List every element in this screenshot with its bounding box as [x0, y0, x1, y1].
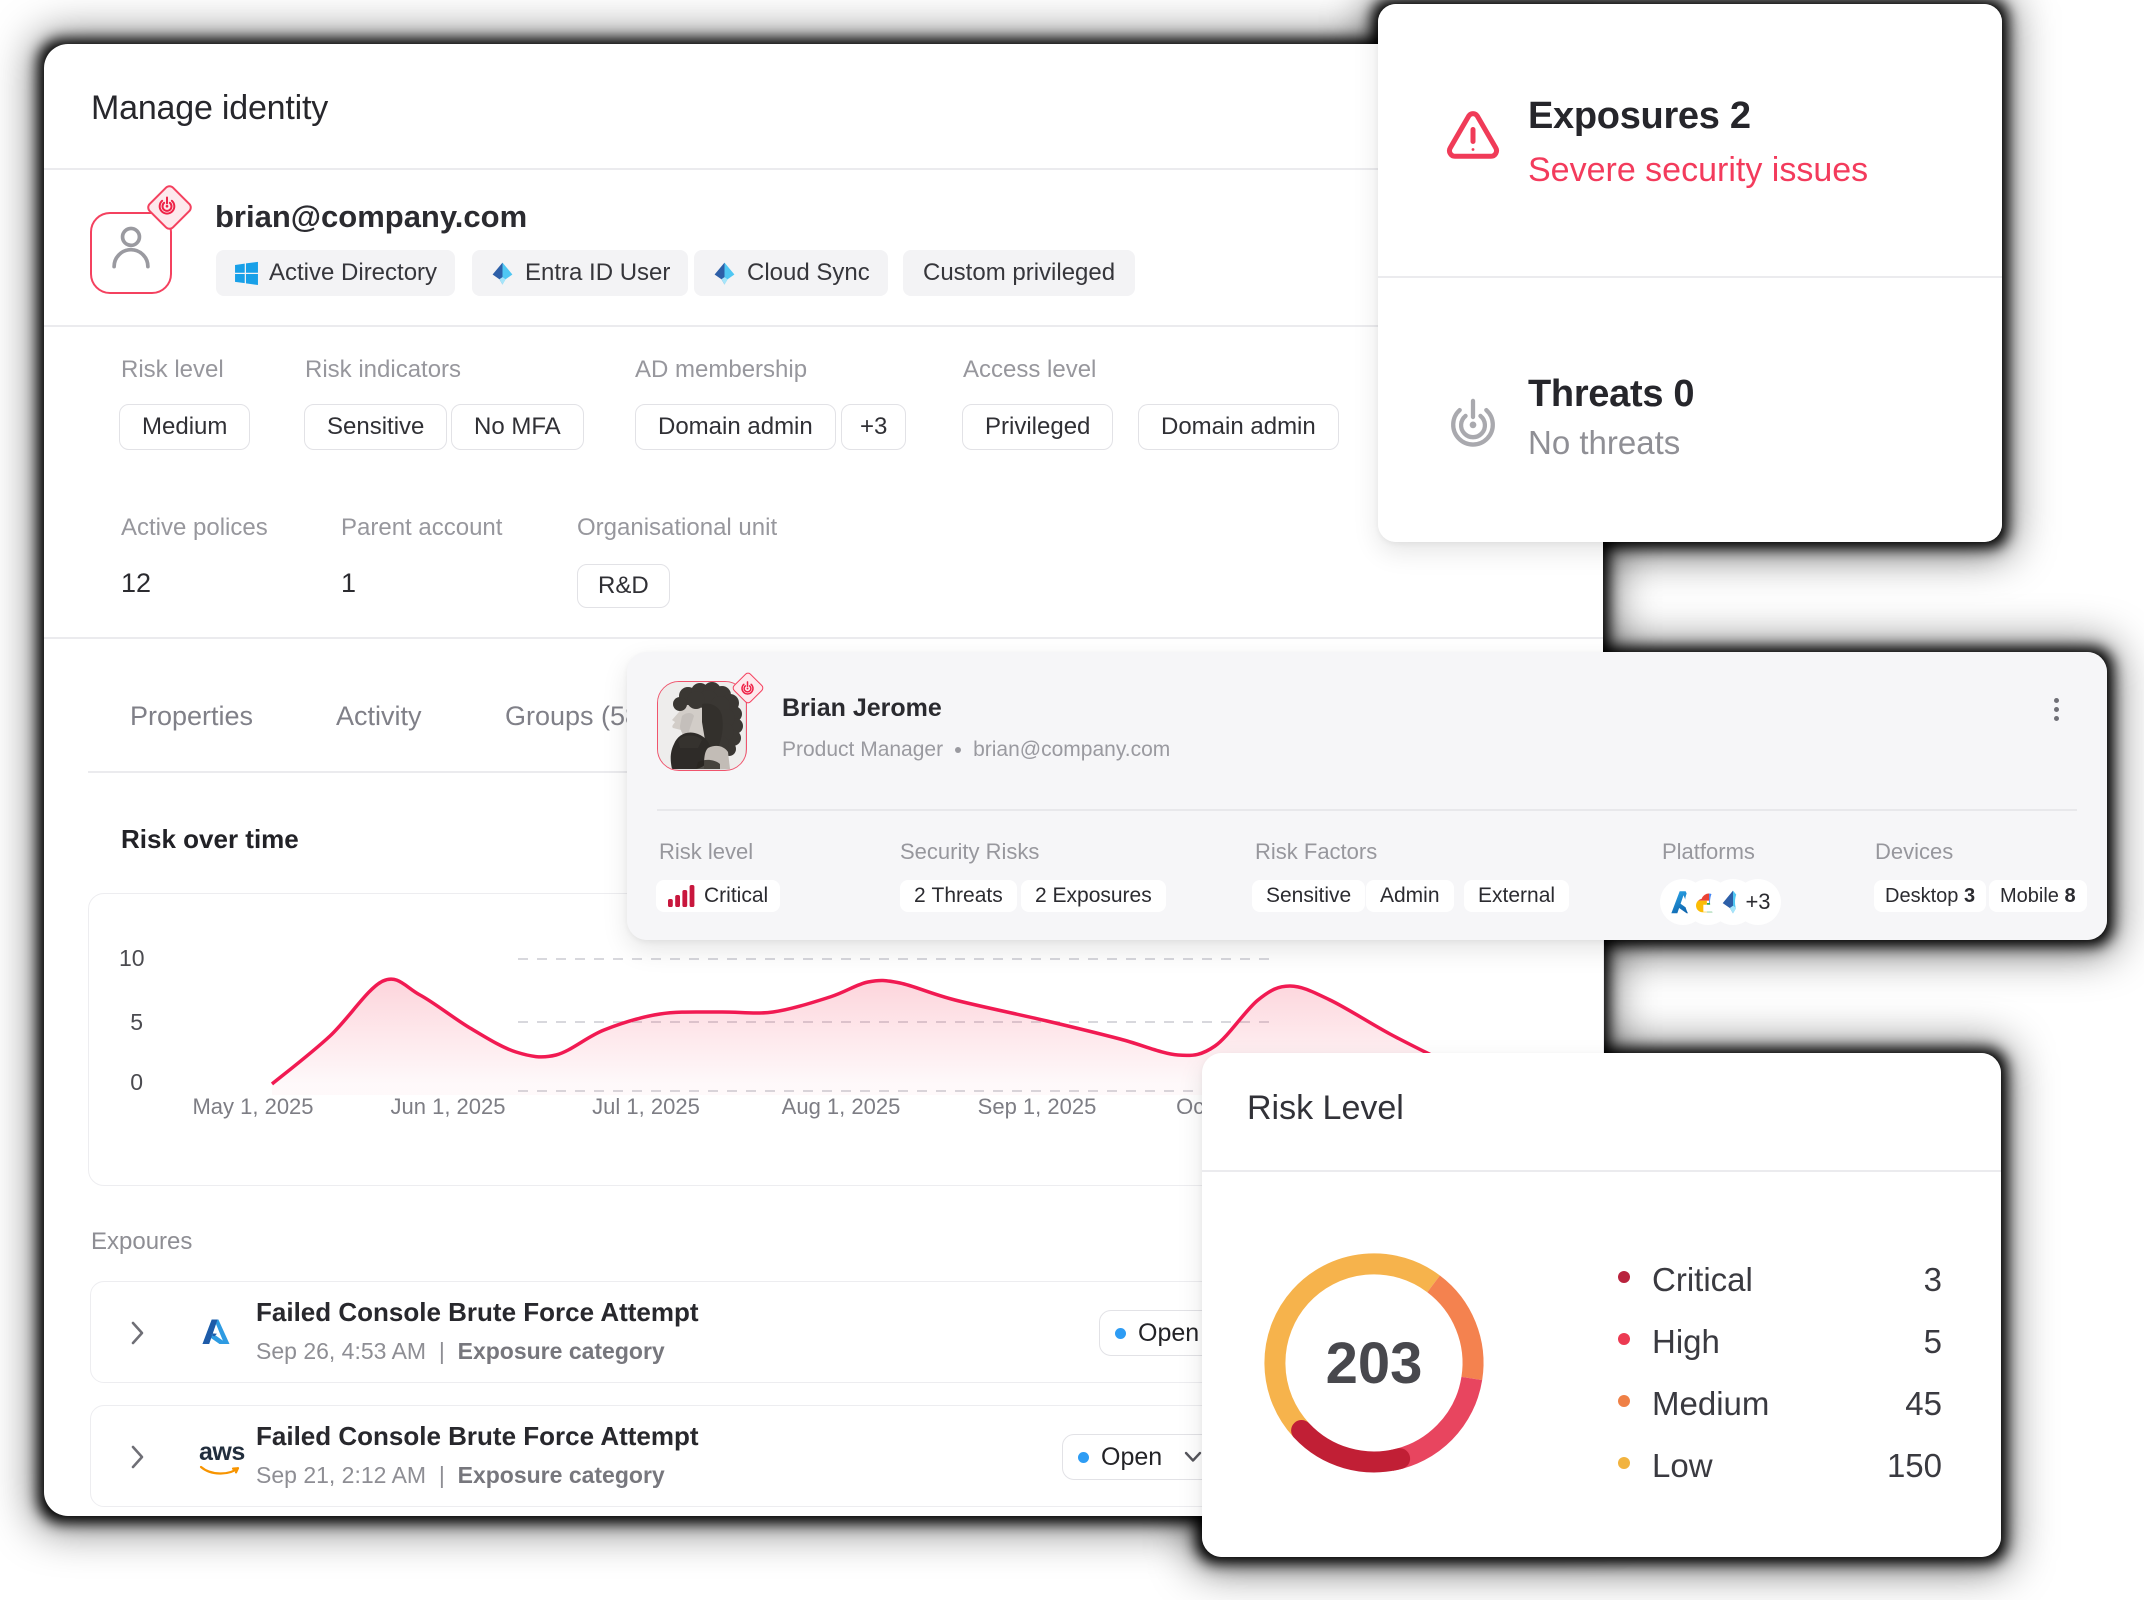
svg-text:203: 203	[1326, 1331, 1423, 1396]
